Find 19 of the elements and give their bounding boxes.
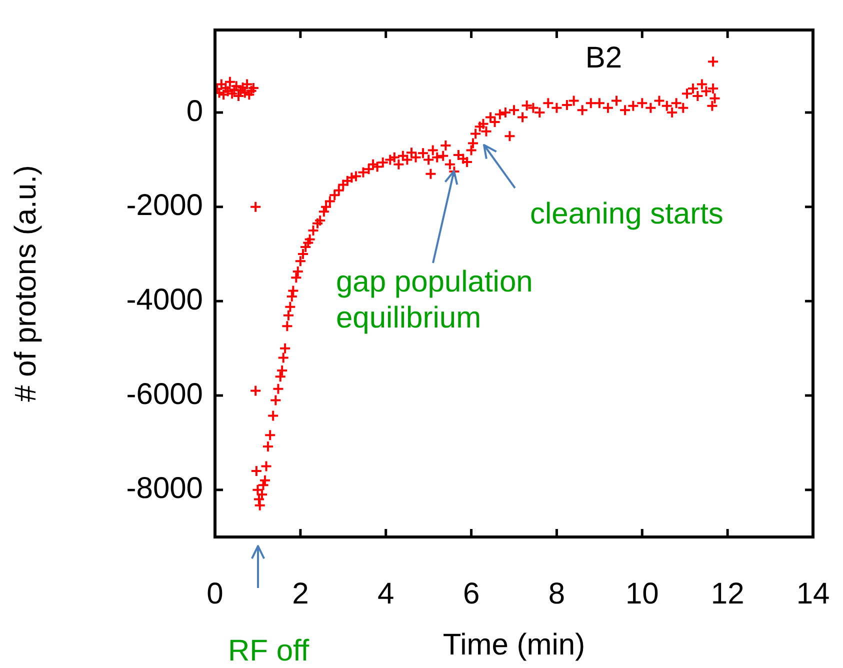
x-tick-label: 12 — [710, 577, 744, 610]
x-axis-title: Time (min) — [442, 628, 586, 662]
y-tick-label: -4000 — [126, 283, 203, 316]
y-axis-title: # of protons (a.u.) — [9, 165, 42, 402]
x-tick-label: 4 — [378, 577, 394, 610]
x-tick-label: 14 — [796, 577, 830, 610]
annotation: cleaning starts — [530, 197, 724, 230]
x-tick-label: 2 — [292, 577, 309, 610]
y-tick-label: -8000 — [126, 472, 203, 506]
chart-title: B2 — [585, 41, 622, 74]
x-tick-label: 6 — [462, 577, 480, 610]
x-tick-label: 10 — [625, 577, 659, 610]
text: RF off — [228, 634, 310, 668]
annotation: gap population equilibrium — [336, 265, 533, 334]
y-tick-label: -2000 — [126, 189, 203, 222]
x-tick-label: 0 — [206, 577, 224, 610]
y-tick-label: 0 — [186, 94, 203, 128]
y-tick-label: -6000 — [126, 378, 203, 411]
x-tick-label: 8 — [548, 577, 566, 610]
